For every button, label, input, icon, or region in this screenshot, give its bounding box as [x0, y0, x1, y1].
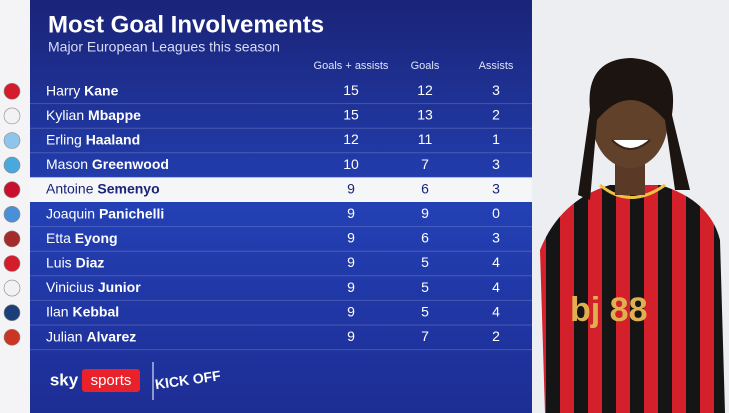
stat-cell: 7	[421, 156, 429, 172]
first-name: Kylian	[46, 107, 84, 123]
last-name: Diaz	[76, 254, 105, 270]
stat-cell: 3	[492, 230, 500, 246]
club-badge	[3, 230, 21, 248]
first-name: Harry	[46, 82, 80, 98]
player-name: Ilan Kebbal	[46, 303, 119, 319]
stat-cell: 11	[418, 131, 433, 147]
player-name: Harry Kane	[46, 82, 119, 98]
last-name: Kane	[84, 82, 118, 98]
first-name: Luis	[46, 254, 72, 270]
stat-cell: 12	[417, 82, 433, 98]
stat-cell: 6	[421, 180, 429, 196]
club-badge	[3, 181, 21, 198]
player-name: Etta Eyong	[46, 230, 118, 246]
stat-cell: 5	[421, 279, 429, 295]
highlight-row	[30, 177, 532, 202]
stat-cell: 0	[492, 205, 500, 221]
stat-cell: 7	[421, 328, 429, 344]
last-name: Mbappe	[88, 107, 141, 123]
stat-cell: 9	[347, 279, 355, 295]
stat-cell: 9	[347, 230, 355, 246]
brand-logo: sky	[50, 370, 79, 389]
player-name: Julian Alvarez	[46, 328, 136, 344]
stat-cell: 9	[347, 328, 355, 344]
stat-cell: 5	[421, 303, 429, 319]
stat-cell: 3	[492, 82, 500, 98]
last-name: Haaland	[86, 131, 140, 147]
player-name: Luis Diaz	[46, 254, 104, 270]
stat-cell: 2	[492, 328, 500, 344]
stat-cell: 1	[492, 131, 500, 147]
stat-cell: 4	[492, 279, 500, 295]
player-name: Mason Greenwood	[46, 156, 169, 172]
svg-text:bj 88: bj 88	[570, 291, 647, 329]
stat-cell: 5	[421, 254, 429, 270]
stat-cell: 15	[343, 107, 359, 123]
stat-cell: 9	[347, 303, 355, 319]
player-name: Joaquin Panichelli	[46, 205, 164, 221]
stat-cell: 9	[347, 254, 355, 270]
player-name: Erling Haaland	[46, 131, 140, 147]
stat-cell: 2	[492, 107, 500, 123]
stat-cell: 12	[343, 131, 359, 147]
club-badge	[3, 156, 21, 174]
stat-cell: 3	[492, 156, 500, 172]
club-badge	[3, 279, 21, 297]
last-name: Kebbal	[72, 303, 119, 319]
stat-cell: 9	[347, 205, 355, 221]
club-badge	[3, 107, 21, 125]
stat-cell: 4	[492, 254, 500, 270]
column-header: Goals + assists	[314, 60, 389, 72]
stat-cell: 6	[421, 230, 429, 246]
club-badge	[3, 83, 21, 100]
first-name: Joaquin	[46, 205, 95, 221]
column-header: Assists	[479, 60, 514, 72]
first-name: Ilan	[46, 303, 69, 319]
stat-cell: 9	[347, 180, 355, 196]
last-name: Panichelli	[99, 205, 164, 221]
first-name: Vinicius	[46, 279, 94, 295]
stat-cell: 9	[421, 205, 429, 221]
first-name: Etta	[46, 230, 71, 246]
badge-strip	[0, 0, 30, 413]
panel	[30, 0, 532, 413]
last-name: Junior	[98, 279, 141, 295]
last-name: Eyong	[75, 230, 118, 246]
club-badge	[3, 206, 21, 223]
first-name: Erling	[46, 131, 82, 147]
player-name: Kylian Mbappe	[46, 107, 141, 123]
player-name: Antoine Semenyo	[46, 180, 160, 196]
club-badge	[3, 304, 21, 322]
stat-cell: 13	[417, 107, 433, 123]
last-name: Semenyo	[97, 180, 159, 196]
last-name: Greenwood	[92, 156, 169, 172]
first-name: Mason	[46, 156, 88, 172]
first-name: Julian	[46, 328, 83, 344]
channel-box	[82, 369, 140, 392]
first-name: Antoine	[46, 180, 94, 196]
channel-logo: sports	[91, 372, 132, 389]
title: Most Goal Involvements	[48, 11, 324, 38]
stat-cell: 4	[492, 303, 500, 319]
stat-cell: 3	[492, 180, 500, 196]
stat-cell: 10	[343, 156, 359, 172]
last-name: Alvarez	[86, 328, 136, 344]
club-badge	[3, 328, 21, 346]
subtitle: Major European Leagues this season	[48, 39, 280, 55]
club-badge	[3, 255, 21, 272]
column-header: Goals	[411, 60, 440, 72]
player-photo: bj 88	[540, 58, 725, 413]
player-name: Vinicius Junior	[46, 279, 141, 295]
stat-cell: 15	[343, 82, 359, 98]
club-badge	[3, 132, 21, 149]
